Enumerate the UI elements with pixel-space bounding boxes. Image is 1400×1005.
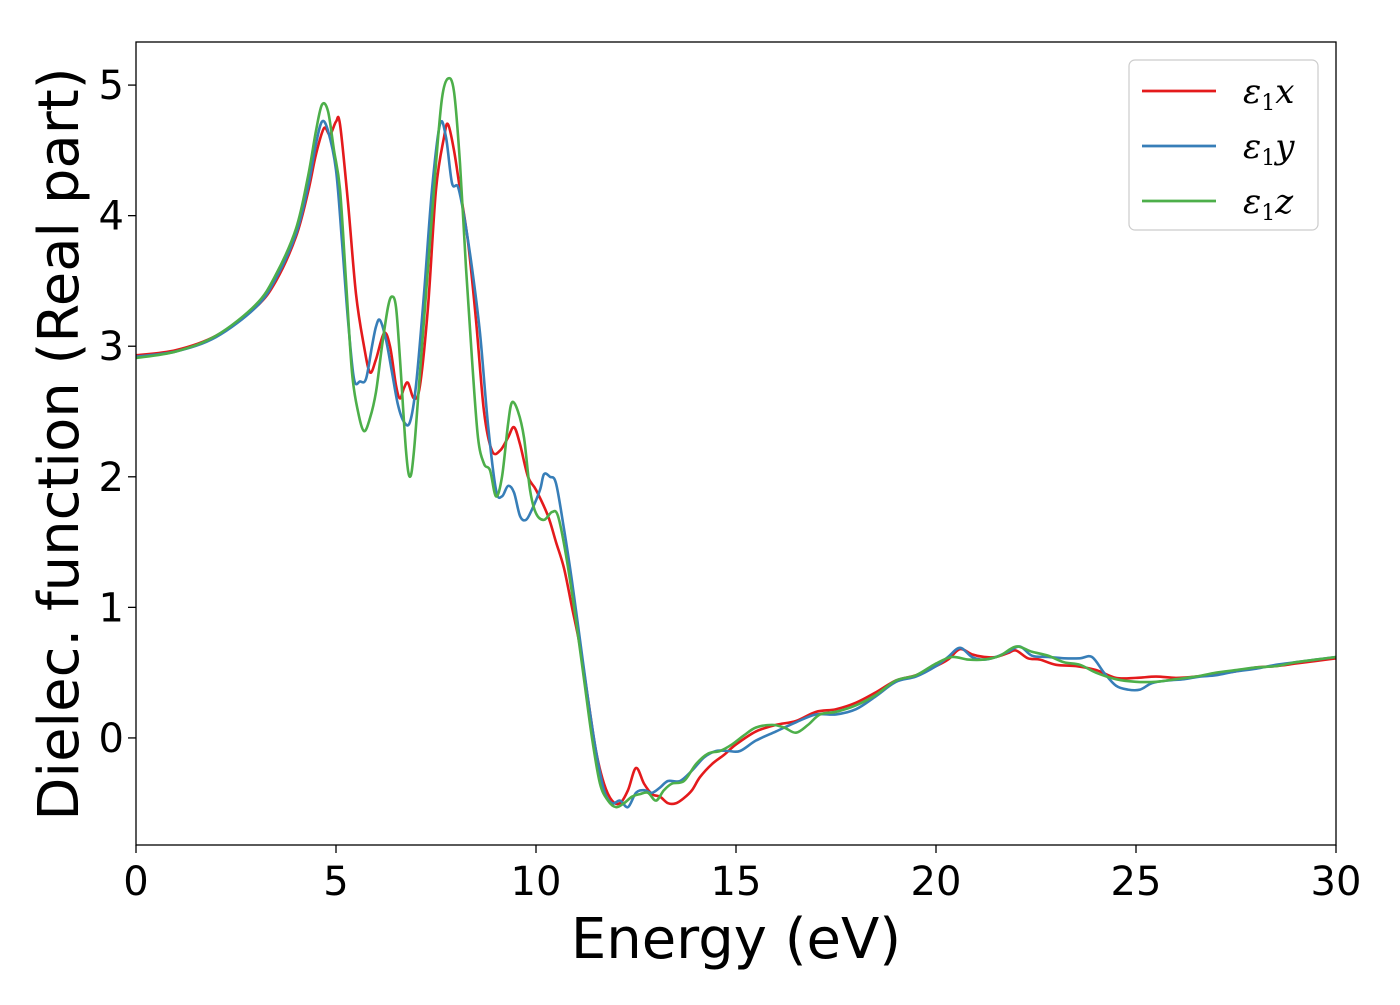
x-axis: 0 5 10 15 20 25 30	[123, 845, 1361, 905]
legend-label-x: ε1x	[1243, 72, 1294, 116]
x-tick-label: 10	[511, 859, 562, 905]
x-tick-label: 20	[911, 859, 962, 905]
y-tick-label: 3	[99, 324, 124, 370]
series-line-y	[135, 119, 1337, 809]
y-tick-label: 1	[99, 585, 124, 631]
legend-label-z: ε1z	[1243, 182, 1294, 226]
x-axis-label: Energy (eV)	[571, 907, 901, 972]
y-tick-label: 5	[99, 63, 124, 109]
legend: ε1x ε1y ε1z	[1128, 59, 1319, 231]
series-line-z	[135, 76, 1337, 809]
series-line-x	[135, 115, 1337, 806]
series-layer	[135, 76, 1337, 809]
x-tick-label: 0	[123, 859, 148, 905]
y-tick-label: 0	[99, 716, 124, 762]
x-tick-label: 25	[1111, 859, 1162, 905]
x-tick-label: 30	[1311, 859, 1362, 905]
legend-box	[1128, 59, 1319, 231]
y-axis-label: Dielec. function (Real part)	[27, 67, 92, 820]
x-tick-label: 5	[323, 859, 348, 905]
legend-label-y: ε1y	[1243, 127, 1295, 171]
x-tick-label: 15	[711, 859, 762, 905]
y-tick-label: 4	[99, 194, 124, 240]
y-tick-label: 2	[99, 455, 124, 501]
legend-items: ε1x ε1y ε1z	[1142, 72, 1295, 226]
y-axis: 0 1 2 3 4 5	[99, 63, 136, 762]
